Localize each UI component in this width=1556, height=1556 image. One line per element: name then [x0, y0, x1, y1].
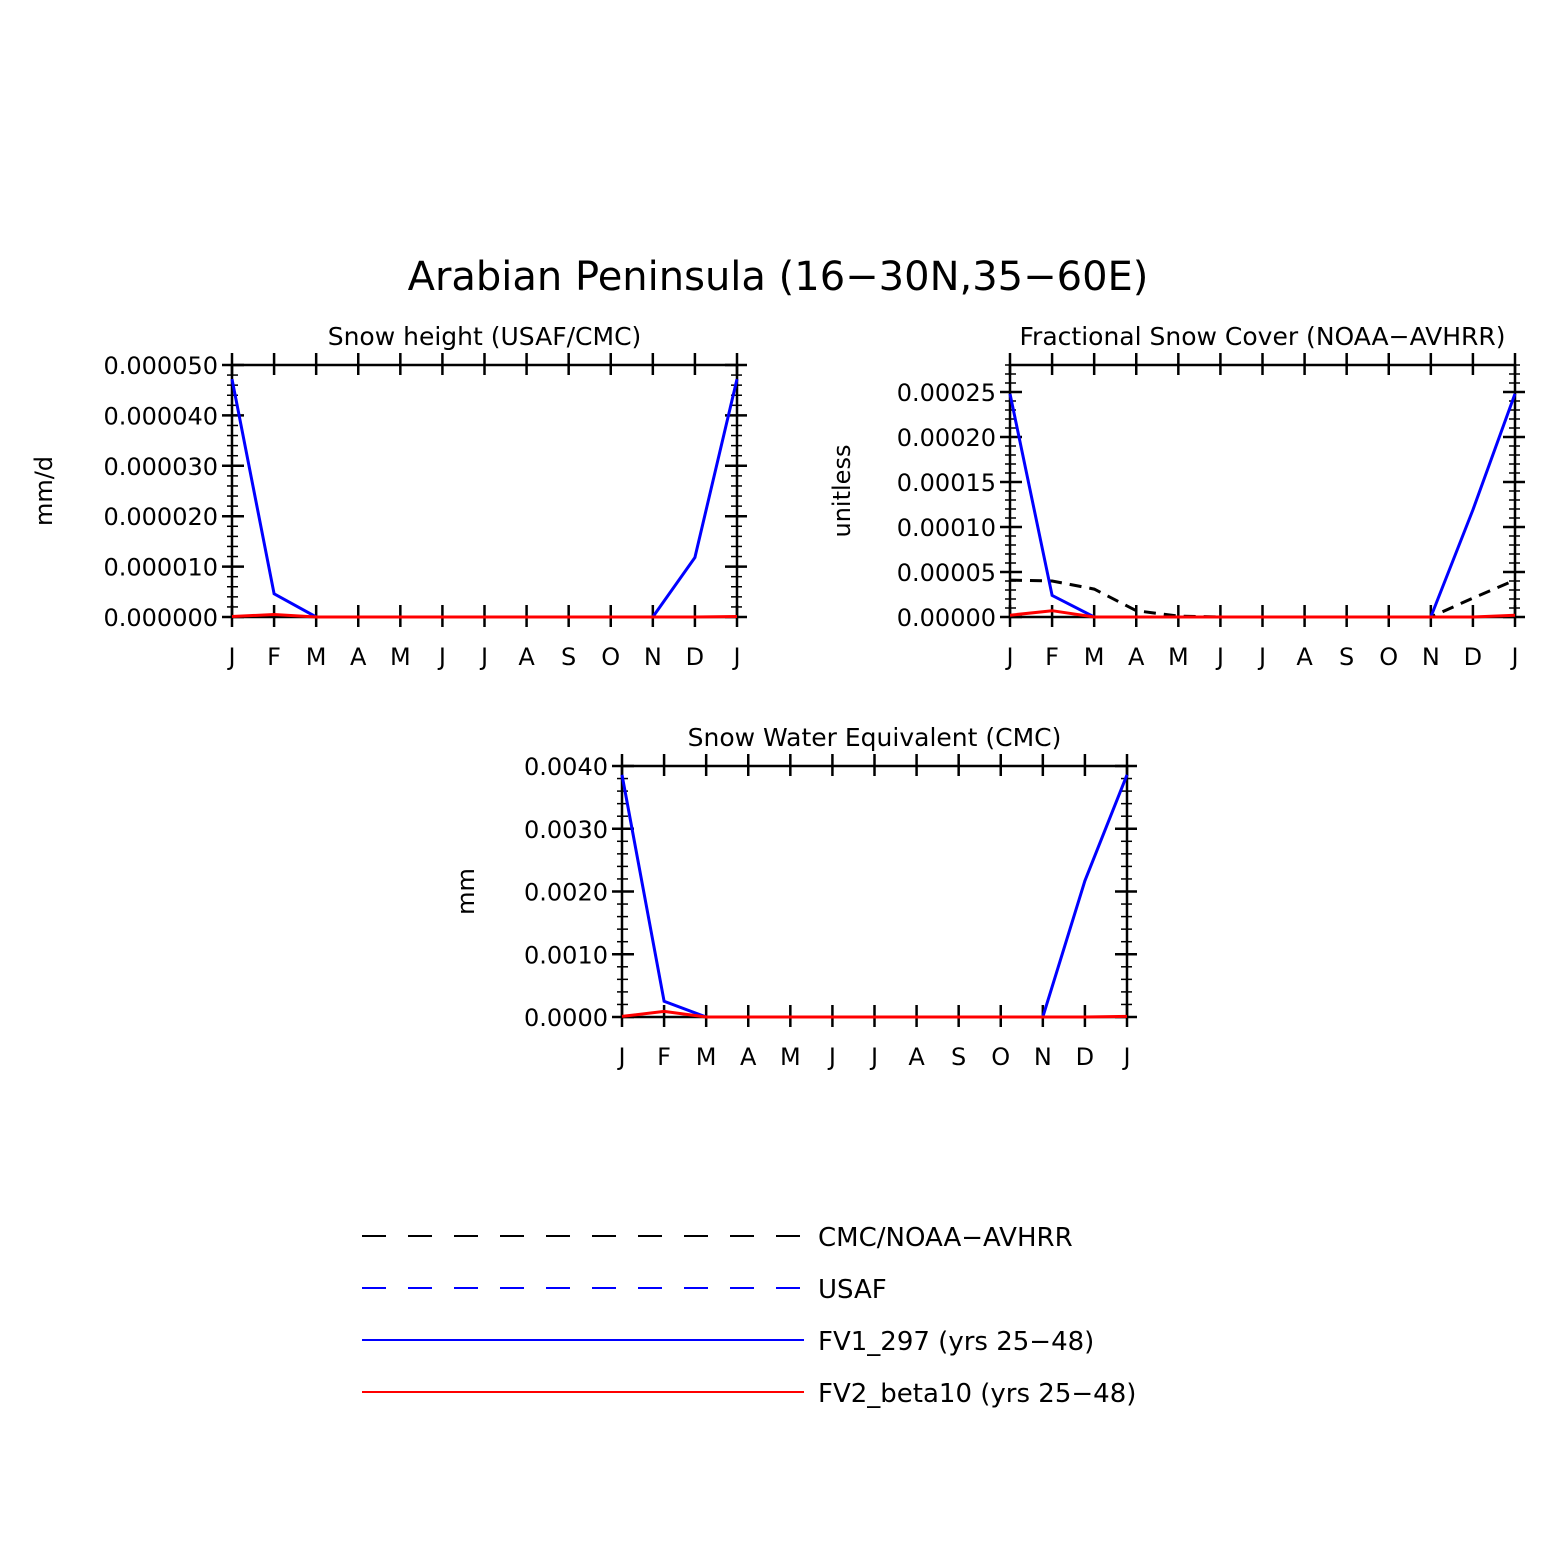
series-line [1009, 609, 1516, 619]
x-tick-label: M [696, 1043, 717, 1071]
y-tick-label: 0.0000 [524, 1004, 608, 1032]
y-tick-label: 0.00025 [897, 379, 996, 407]
x-tick-label: J [1257, 643, 1266, 671]
x-tick-label: N [1422, 643, 1440, 671]
legend-label: FV2_beta10 (yrs 25−48) [818, 1379, 1136, 1409]
x-tick-label: A [1128, 643, 1145, 671]
chart-panels: Snow height (USAF/CMC)mm/dJ F M A M J J A S O N D J0… [30, 322, 1525, 1071]
chart-panel-2: Fractional Snow Cover (NOAA−AVHRR) unitle… [828, 322, 1525, 671]
x-tick-label: J [1121, 1043, 1130, 1071]
series-line [230, 378, 739, 619]
x-tick-label: A [1296, 643, 1313, 671]
chart-title: Fractional Snow Cover (NOAA−AVHRR) [1020, 322, 1506, 351]
series-line [1008, 393, 1517, 619]
legend-label: FV1_297 (yrs 25−48) [818, 1327, 1094, 1357]
series-line [621, 1009, 1128, 1019]
x-tick-label: M [1168, 643, 1189, 671]
x-tick-label: F [657, 1043, 671, 1071]
chart-panel-3: Snow Water Equivalent (CMC)mmJ F M A M J J A S O N… [452, 723, 1137, 1071]
x-tick-label: J [479, 643, 488, 671]
x-tick-label: O [1379, 643, 1398, 671]
x-tick-label: F [1045, 643, 1059, 671]
y-tick-label: 0.000020 [103, 503, 218, 531]
x-tick-label: D [1076, 1043, 1094, 1071]
y-axis-label: unitless [828, 445, 856, 538]
x-tick-label: N [644, 643, 662, 671]
x-tick-label: S [1339, 643, 1354, 671]
y-tick-label: 0.000050 [103, 352, 218, 380]
x-tick-label: D [686, 643, 704, 671]
y-tick-label: 0.00020 [897, 424, 996, 452]
y-tick-label: 0.000010 [103, 554, 218, 582]
series-line [620, 774, 1129, 1019]
y-tick-label: 0.00005 [897, 559, 996, 587]
y-tick-label: 0.000030 [103, 453, 218, 481]
y-tick-label: 0.0030 [524, 816, 608, 844]
x-tick-label: A [908, 1043, 925, 1071]
x-tick-label: J [616, 1043, 625, 1071]
legend: CMC/NOAA−AVHRR USAF FV1_297 (yrs 25−48) FV2… [362, 1223, 1136, 1409]
x-tick-label: J [1215, 643, 1224, 671]
x-tick-label: S [951, 1043, 966, 1071]
chart-title: Snow height (USAF/CMC) [328, 322, 642, 351]
x-tick-label: A [740, 1043, 757, 1071]
x-tick-label: M [306, 643, 327, 671]
x-tick-label: M [780, 1043, 801, 1071]
y-tick-label: 0.00010 [897, 514, 996, 542]
plot-frame [1008, 363, 1517, 619]
x-tick-label: O [601, 643, 620, 671]
x-tick-label: A [350, 643, 367, 671]
y-tick-label: 0.000000 [103, 604, 218, 632]
x-tick-label: J [1509, 643, 1518, 671]
x-tick-label: J [437, 643, 446, 671]
x-tick-label: D [1464, 643, 1482, 671]
plot-frame [620, 764, 1129, 1019]
x-tick-label: J [1004, 643, 1013, 671]
x-tick-label: M [390, 643, 411, 671]
x-tick-label: J [827, 1043, 836, 1071]
series-line [231, 612, 738, 619]
x-tick-label: A [518, 643, 535, 671]
x-tick-label: F [267, 643, 281, 671]
y-axis-label: mm [452, 868, 480, 915]
x-tick-label: S [561, 643, 576, 671]
y-tick-label: 0.0010 [524, 941, 608, 969]
y-tick-label: 0.00000 [897, 604, 996, 632]
plot-frame [230, 363, 739, 619]
chart-panel-1: Snow height (USAF/CMC)mm/dJ F M A M J J A S O N D J0… [30, 322, 747, 671]
legend-label: USAF [818, 1275, 887, 1305]
x-tick-label: N [1034, 1043, 1052, 1071]
y-axis-label: mm/d [30, 456, 58, 526]
x-tick-label: M [1084, 643, 1105, 671]
y-tick-label: 0.0020 [524, 879, 608, 907]
x-tick-label: J [731, 643, 740, 671]
figure-title: Arabian Peninsula (16−30N,35−60E) [408, 254, 1149, 300]
y-tick-label: 0.0040 [524, 753, 608, 781]
chart-title: Snow Water Equivalent (CMC) [688, 723, 1062, 752]
x-tick-label: J [226, 643, 235, 671]
y-tick-label: 0.00015 [897, 469, 996, 497]
legend-label: CMC/NOAA−AVHRR [818, 1223, 1073, 1253]
x-tick-label: O [991, 1043, 1010, 1071]
y-tick-label: 0.000040 [103, 402, 218, 430]
x-tick-label: J [869, 1043, 878, 1071]
